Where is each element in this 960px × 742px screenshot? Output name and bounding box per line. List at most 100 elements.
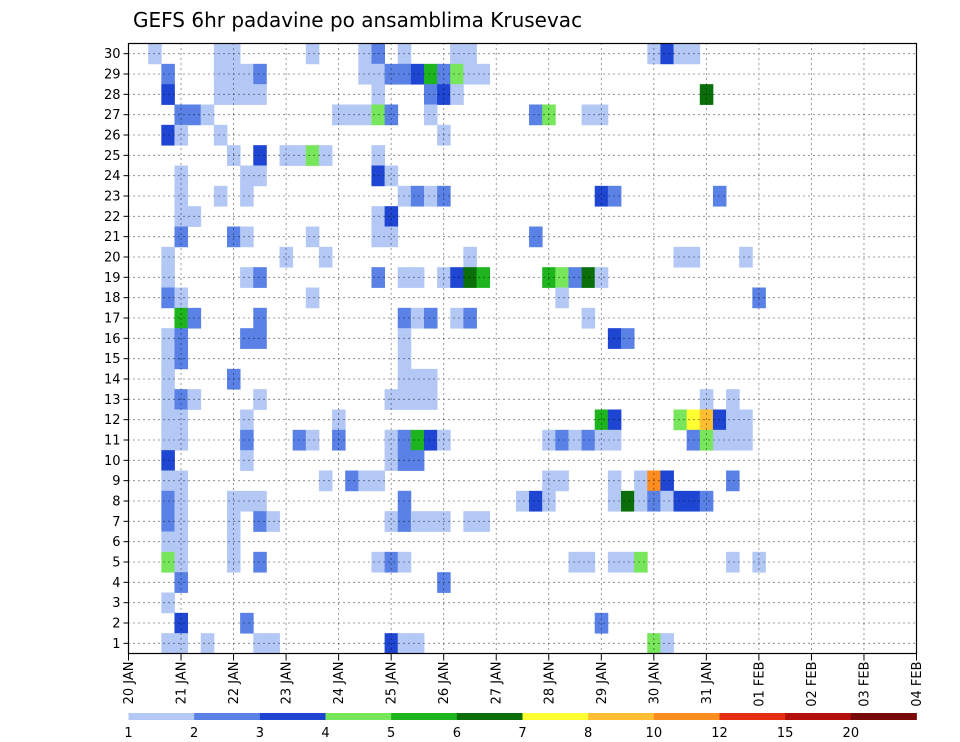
precip-cell [726, 470, 740, 492]
y-tick-label: 10 [104, 454, 121, 469]
precip-cell [174, 165, 188, 187]
x-tick-label: 25 JAN [385, 662, 400, 705]
precip-cell [161, 450, 175, 471]
precip-cell [594, 409, 609, 431]
precip-cell [660, 43, 674, 65]
precip-cell [240, 612, 254, 634]
legend-swatch [194, 713, 261, 720]
precip-cell [161, 633, 175, 654]
y-tick-label: 11 [104, 434, 121, 449]
precip-cell [240, 328, 254, 349]
precip-cell [384, 165, 399, 187]
precip-cell [594, 429, 609, 451]
x-tick-label: 04 FEB [910, 662, 925, 707]
precip-cell [345, 470, 359, 492]
legend-swatch [522, 713, 589, 720]
precip-cell [410, 307, 425, 329]
precip-cell [253, 511, 267, 532]
precip-cell [634, 470, 648, 492]
legend-level-label: 10 [646, 726, 663, 741]
precip-cell [699, 490, 714, 512]
legend-swatch [719, 713, 786, 720]
precip-cell [424, 84, 438, 105]
precip-cell [371, 551, 385, 573]
precip-cell [476, 267, 491, 288]
legend-level-label: 1 [124, 726, 132, 741]
precip-cell [581, 429, 596, 451]
precip-cell [555, 470, 569, 492]
precip-cell [371, 104, 385, 126]
precip-cell [424, 185, 438, 207]
precip-cell [607, 551, 622, 573]
precip-cell [476, 511, 491, 532]
precip-cell [266, 633, 280, 654]
precip-cell [410, 511, 425, 532]
x-tick-label: 23 JAN [280, 662, 295, 705]
precip-cell [568, 551, 582, 573]
legend-level-label: 3 [256, 726, 264, 741]
x-tick-label: 03 FEB [857, 662, 872, 707]
precip-cell [463, 511, 477, 532]
precip-cell [371, 165, 385, 187]
precip-cell [621, 490, 635, 512]
legend-level-label: 20 [843, 726, 860, 741]
y-tick-label: 21 [104, 230, 121, 245]
y-tick-label: 22 [104, 210, 121, 225]
precip-cell [174, 490, 188, 512]
legend-swatch [588, 713, 655, 720]
precip-cell [607, 328, 622, 349]
legend-swatch [785, 713, 852, 720]
precip-cell [161, 348, 175, 370]
precip-cell [686, 409, 701, 431]
precip-cell [213, 43, 228, 65]
precip-cell [634, 490, 648, 512]
precip-cell [699, 389, 714, 410]
precip-cell [148, 43, 162, 65]
precip-cell [568, 267, 582, 288]
precip-cell [161, 84, 175, 105]
precip-cell [607, 409, 622, 431]
precip-cell [384, 551, 399, 573]
precip-cell [699, 429, 714, 451]
x-tick-label: 21 JAN [175, 662, 190, 705]
precip-cell [371, 63, 385, 85]
precip-cell [410, 368, 425, 390]
precip-cell [253, 267, 267, 288]
precip-cell [174, 429, 188, 451]
y-tick-label: 27 [104, 108, 121, 123]
precip-cell [213, 63, 228, 85]
x-tick-label: 20 JAN [122, 662, 137, 705]
y-tick-label: 26 [104, 129, 121, 144]
precip-cell [594, 612, 609, 634]
precip-cell [253, 165, 267, 187]
precip-cell [253, 633, 267, 654]
y-tick-label: 14 [104, 373, 121, 388]
precip-cell [463, 246, 477, 268]
precip-cell [555, 267, 569, 288]
precip-cell [240, 450, 254, 471]
y-tick-label: 30 [104, 47, 121, 62]
precip-cell [174, 124, 188, 146]
precip-cell [305, 226, 320, 248]
precip-cell [240, 267, 254, 288]
precip-cell [174, 572, 188, 593]
x-tick-label: 22 JAN [227, 662, 242, 705]
precip-cell [607, 470, 622, 492]
precip-cell [279, 145, 294, 166]
precip-cell [410, 429, 425, 451]
precip-cell [253, 490, 267, 512]
precip-cell [318, 246, 333, 268]
precip-cell [686, 429, 701, 451]
x-tick-label: 30 JAN [647, 662, 662, 705]
precip-cell [712, 185, 727, 207]
precip-cell [174, 185, 188, 207]
precip-cell [594, 104, 609, 126]
y-tick-label: 7 [112, 515, 120, 530]
precip-cell [358, 63, 372, 85]
y-tick-label: 25 [104, 149, 121, 164]
y-tick-label: 16 [104, 332, 121, 347]
precip-cell [161, 287, 175, 309]
precip-cell [660, 490, 674, 512]
precip-cell [358, 470, 372, 492]
precip-cell [424, 368, 438, 390]
